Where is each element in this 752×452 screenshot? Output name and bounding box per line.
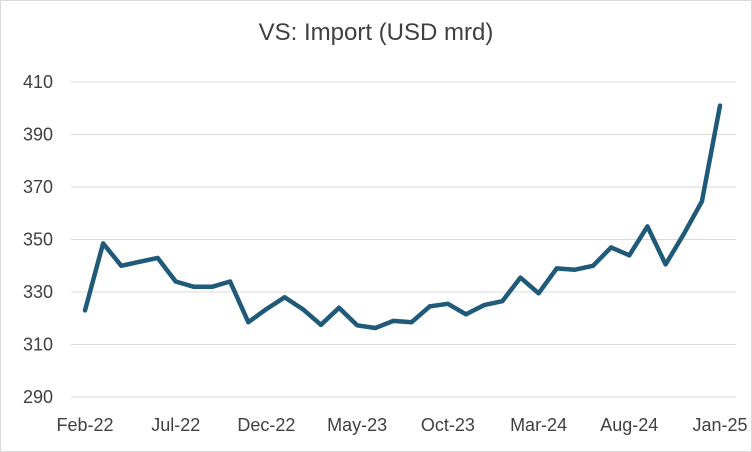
data-point <box>518 275 523 280</box>
y-tick-label: 370 <box>23 177 53 197</box>
data-point <box>83 308 87 313</box>
data-point <box>246 320 251 325</box>
x-tick-label: Oct-23 <box>421 415 475 435</box>
data-point <box>627 253 632 258</box>
x-tick-label: Aug-24 <box>600 415 658 435</box>
y-tick-label: 350 <box>23 230 53 250</box>
data-point <box>427 304 432 309</box>
x-tick-label: May-23 <box>327 415 387 435</box>
data-point <box>391 318 396 323</box>
data-point <box>173 279 178 284</box>
data-point <box>300 307 305 312</box>
y-tick-label: 290 <box>23 387 53 407</box>
data-point <box>373 325 378 330</box>
data-point <box>663 262 668 267</box>
data-point <box>137 259 142 264</box>
data-point <box>500 299 505 304</box>
data-point <box>318 322 323 327</box>
x-tick-label: Mar-24 <box>510 415 567 435</box>
x-tick-label: Jul-22 <box>151 415 200 435</box>
data-point <box>482 303 487 308</box>
data-point <box>282 295 287 300</box>
y-tick-label: 310 <box>23 335 53 355</box>
data-point <box>191 284 196 289</box>
y-tick-label: 330 <box>23 282 53 302</box>
data-point <box>355 323 360 328</box>
data-point <box>554 266 559 271</box>
series-line-0 <box>82 103 723 331</box>
data-point <box>337 305 341 310</box>
y-axis-ticks: 290 310 330 350 370 390 410 <box>23 72 53 407</box>
x-axis-ticks: Feb-22 Jul-22 Dec-22 May-23 Oct-23 Mar-24 Aug-… <box>56 415 747 435</box>
data-point <box>718 103 722 108</box>
y-tick-label: 410 <box>23 72 53 92</box>
data-point <box>445 301 450 306</box>
y-tick-label: 390 <box>23 125 53 145</box>
data-point <box>609 245 614 250</box>
data-point <box>464 312 468 317</box>
x-tick-label: Jan-25 <box>692 415 747 435</box>
data-point <box>572 267 577 272</box>
data-point <box>101 241 106 246</box>
data-point <box>699 199 704 204</box>
data-point <box>409 320 414 325</box>
data-point <box>591 263 595 268</box>
data-point <box>210 284 214 289</box>
data-point <box>645 224 650 229</box>
data-point <box>681 232 686 237</box>
data-point <box>536 291 541 296</box>
gridlines <box>71 81 736 398</box>
chart-title: VS: Import (USD mrd) <box>258 19 494 46</box>
data-point <box>119 263 124 268</box>
data-point <box>155 255 160 260</box>
x-tick-label: Feb-22 <box>56 415 113 435</box>
x-tick-label: Dec-22 <box>237 415 295 435</box>
data-point <box>228 279 233 284</box>
data-point <box>264 307 269 312</box>
series-layer <box>82 103 723 331</box>
